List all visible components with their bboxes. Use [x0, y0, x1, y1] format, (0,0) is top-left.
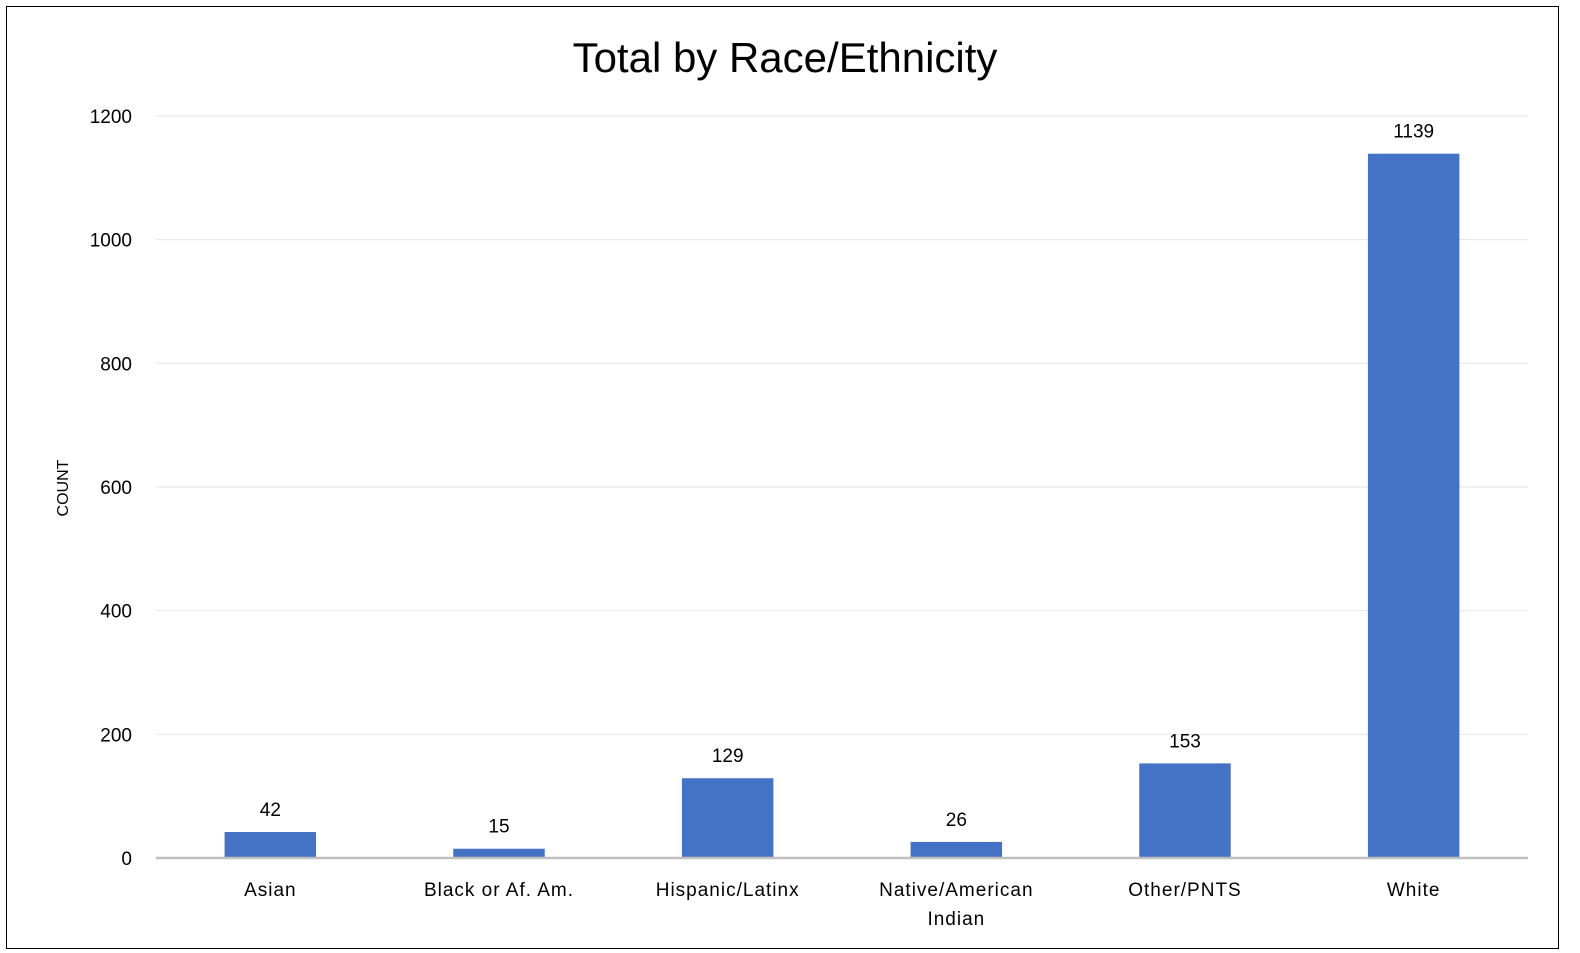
data-label: 42: [260, 800, 281, 821]
x-tick-label-line: White: [1387, 880, 1441, 901]
chart-frame: [6, 6, 1559, 949]
bar: [910, 841, 1003, 858]
bar: [453, 848, 545, 858]
y-axis-label: COUNT: [55, 459, 72, 516]
x-tick-label: Black or Af. Am.: [424, 880, 574, 901]
y-axis-ticks: 0 200 400 600 800 1000 1200: [90, 107, 132, 870]
x-tick-label-line: Native/American: [879, 880, 1033, 901]
data-label: 153: [1169, 731, 1201, 752]
x-tick-label-line: Other/PNTS: [1128, 880, 1241, 901]
y-tick-label: 600: [100, 478, 132, 499]
bar: [1139, 763, 1231, 858]
y-tick-label: 800: [100, 354, 132, 375]
data-label: 15: [488, 817, 509, 838]
y-tick-label: 1200: [90, 107, 132, 128]
x-tick-label-line: Hispanic/Latinx: [656, 880, 800, 901]
bar: [224, 832, 317, 858]
data-label: 1139: [1393, 122, 1434, 143]
data-label: 26: [946, 810, 967, 831]
chart-title: Total by Race/Ethnicity: [573, 34, 998, 81]
bars: [224, 153, 1460, 859]
x-tick-label: White: [1387, 880, 1441, 901]
y-tick-label: 1000: [90, 231, 132, 252]
x-tick-label-line: Indian: [927, 909, 985, 930]
bar: [1367, 153, 1460, 859]
x-tick-label: Other/PNTS: [1128, 880, 1241, 901]
x-tick-label: Native/American Indian: [879, 880, 1033, 930]
gridlines: [156, 115, 1528, 735]
data-labels: 42 15 129 26 153 1139: [260, 122, 1434, 838]
x-tick-label-line: Black or Af. Am.: [424, 880, 574, 901]
x-axis-categories: Asian Black or Af. Am. Hispanic/Latinx Nati…: [244, 880, 1441, 930]
y-tick-label: 0: [121, 849, 132, 870]
bar: [681, 778, 774, 858]
y-tick-label: 200: [100, 725, 132, 746]
x-tick-label: Hispanic/Latinx: [656, 880, 800, 901]
y-tick-label: 400: [100, 602, 132, 623]
x-tick-label-line: Asian: [244, 880, 297, 901]
x-tick-label: Asian: [244, 880, 297, 901]
data-label: 129: [712, 746, 744, 767]
